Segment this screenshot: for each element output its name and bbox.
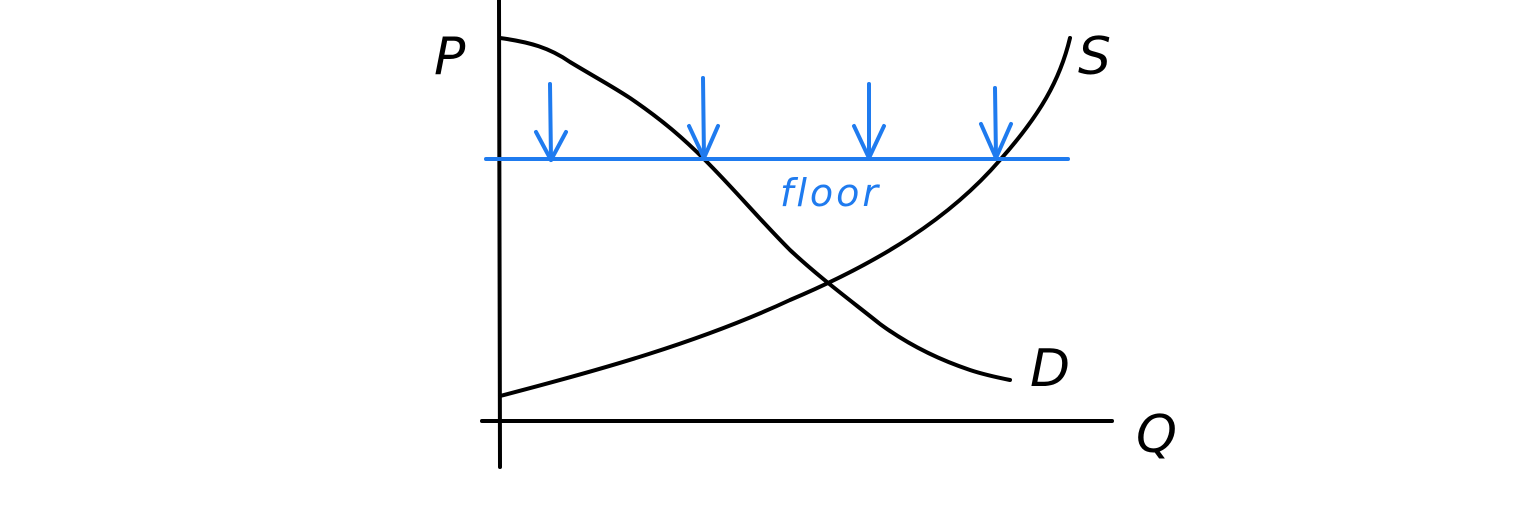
x-axis-label: Q [1136, 405, 1177, 465]
down-arrow-icon [852, 82, 886, 160]
y-axis-label: P [434, 27, 466, 87]
down-arrow-icon [534, 82, 568, 162]
supply-label: S [1078, 27, 1111, 87]
down-arrow-icon [687, 76, 720, 160]
y-axis [497, 0, 502, 469]
demand-curve [498, 36, 1012, 382]
demand-label: D [1030, 339, 1070, 399]
supply-curve [498, 36, 1072, 398]
floor-label: floor [780, 171, 881, 215]
down-arrow-icon [979, 86, 1013, 160]
